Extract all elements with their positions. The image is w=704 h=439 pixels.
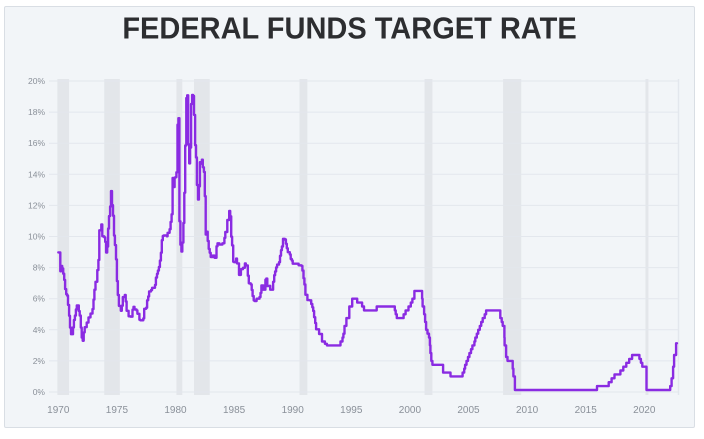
x-axis-label: 2010 (516, 405, 539, 416)
rate-line (57, 93, 679, 392)
x-axis-label: 1990 (282, 405, 305, 416)
x-axis-label: 1980 (164, 405, 187, 416)
x-axis-label: 1975 (106, 405, 129, 416)
x-axis-label: 1995 (340, 405, 363, 416)
y-axis-label: 6% (33, 294, 46, 304)
x-axis-label: 2005 (457, 405, 480, 416)
x-axis-label: 2000 (399, 405, 422, 416)
chart-title: FEDERAL FUNDS TARGET RATE (122, 12, 577, 46)
x-axis-label: 1985 (223, 405, 246, 416)
y-axis-label: 12% (28, 200, 45, 210)
fed-funds-rate-chart: 0% 2% 4% 6% 8% 10% 12% 14% 16% 18% 20% 1970 1975 1980… (28, 76, 680, 416)
y-axis-label: 18% (28, 107, 45, 117)
y-axis-label: 4% (33, 325, 46, 335)
y-axis-label: 0% (33, 387, 46, 397)
chart-card: FEDERAL FUNDS TARGET RATE 0% 2% 4% 6% 8% 10% 1… (4, 6, 695, 428)
y-axis-label: 14% (28, 169, 45, 179)
y-axis-label: 20% (28, 76, 45, 86)
x-axis-label: 2020 (633, 405, 656, 416)
y-axis-label: 16% (28, 138, 45, 148)
x-axis-label: 1970 (47, 405, 70, 416)
y-axis-label: 10% (28, 232, 45, 242)
y-axis-label: 8% (33, 263, 46, 273)
x-axis-label: 2015 (575, 405, 598, 416)
y-axis-label: 2% (33, 356, 46, 366)
